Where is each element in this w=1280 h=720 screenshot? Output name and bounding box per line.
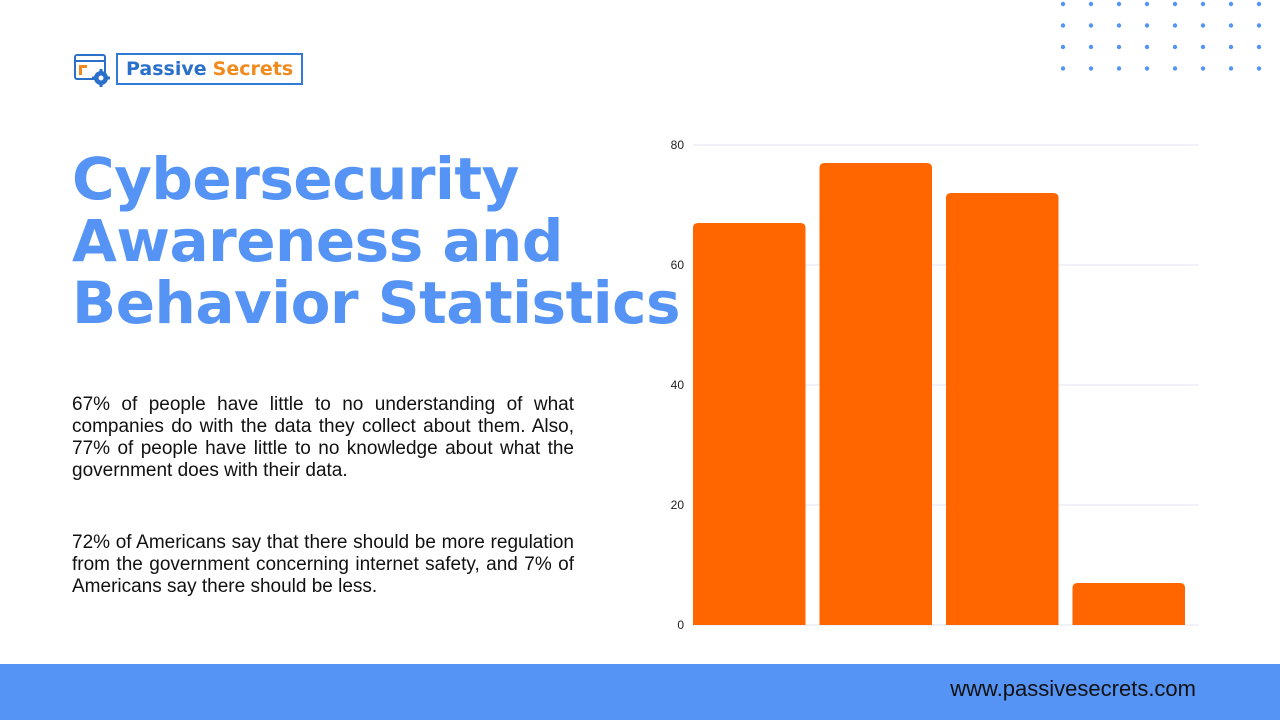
y-tick-label: 0: [677, 618, 684, 632]
website-url[interactable]: www.passivesecrets.com: [950, 676, 1196, 701]
y-tick-label: 80: [671, 138, 685, 152]
decorative-dot: [1172, 1, 1178, 7]
decorative-dot: [1228, 1, 1234, 7]
y-tick-label: 40: [671, 378, 685, 392]
decorative-dot: [1228, 44, 1234, 50]
page-title: Cybersecurity Awareness and Behavior Sta…: [72, 145, 681, 337]
logo-word-secrets: Secrets: [212, 58, 294, 80]
decorative-dot: [1116, 44, 1122, 50]
decorative-dot: [1172, 23, 1178, 28]
decorative-dot: [1200, 66, 1206, 71]
browser-gear-icon: [74, 54, 110, 87]
bar-chart: 0 20 40 60 80: [671, 138, 1199, 632]
logo-wordmark: Passive Secrets: [116, 53, 304, 85]
bar: [693, 223, 806, 625]
decorative-dot: [1172, 44, 1178, 50]
decorative-dot: [1116, 1, 1122, 7]
bar: [946, 193, 1059, 625]
decorative-dot: [1088, 23, 1094, 28]
decorative-dot: [1256, 44, 1262, 50]
logo-word-passive: Passive: [126, 58, 207, 80]
decorative-dot: [1144, 23, 1150, 28]
decorative-dot: [1144, 1, 1150, 7]
y-tick-label: 20: [671, 498, 685, 512]
decorative-dot: [1060, 23, 1066, 28]
decorative-dot: [1256, 23, 1262, 28]
title-line-3: Behavior Statistics: [72, 269, 681, 337]
decorative-dot: [1172, 66, 1178, 71]
decorative-dot: [1060, 1, 1066, 7]
title-line-1: Cybersecurity: [72, 145, 519, 213]
footer-bar: www.passivesecrets.com: [0, 664, 1280, 720]
decorative-dot: [1200, 23, 1206, 28]
title-line-2: Awareness and: [72, 207, 563, 275]
decorative-dot: [1256, 1, 1262, 7]
statistic-paragraph-2: 72% of Americans say that there should b…: [72, 532, 574, 597]
decorative-dot: [1144, 66, 1150, 71]
statistic-paragraph-1: 67% of people have little to no understa…: [72, 394, 574, 481]
decorative-dot: [1116, 66, 1122, 71]
decorative-dot: [1200, 1, 1206, 7]
decorative-dot: [1228, 66, 1234, 71]
decorative-dot: [1228, 23, 1234, 28]
decorative-dot: [1060, 44, 1066, 50]
y-tick-label: 60: [671, 258, 685, 272]
bar: [819, 163, 932, 625]
decorative-dot: [1256, 66, 1262, 71]
decorative-dot: [1088, 66, 1094, 71]
bar: [1072, 583, 1185, 625]
decorative-dot: [1116, 23, 1122, 28]
decorative-dot: [1088, 44, 1094, 50]
decorative-dot: [1060, 66, 1066, 71]
decorative-dot: [1200, 44, 1206, 50]
decorative-dot-grid: [1060, 1, 1262, 71]
decorative-dot: [1088, 1, 1094, 7]
decorative-dot: [1144, 44, 1150, 50]
